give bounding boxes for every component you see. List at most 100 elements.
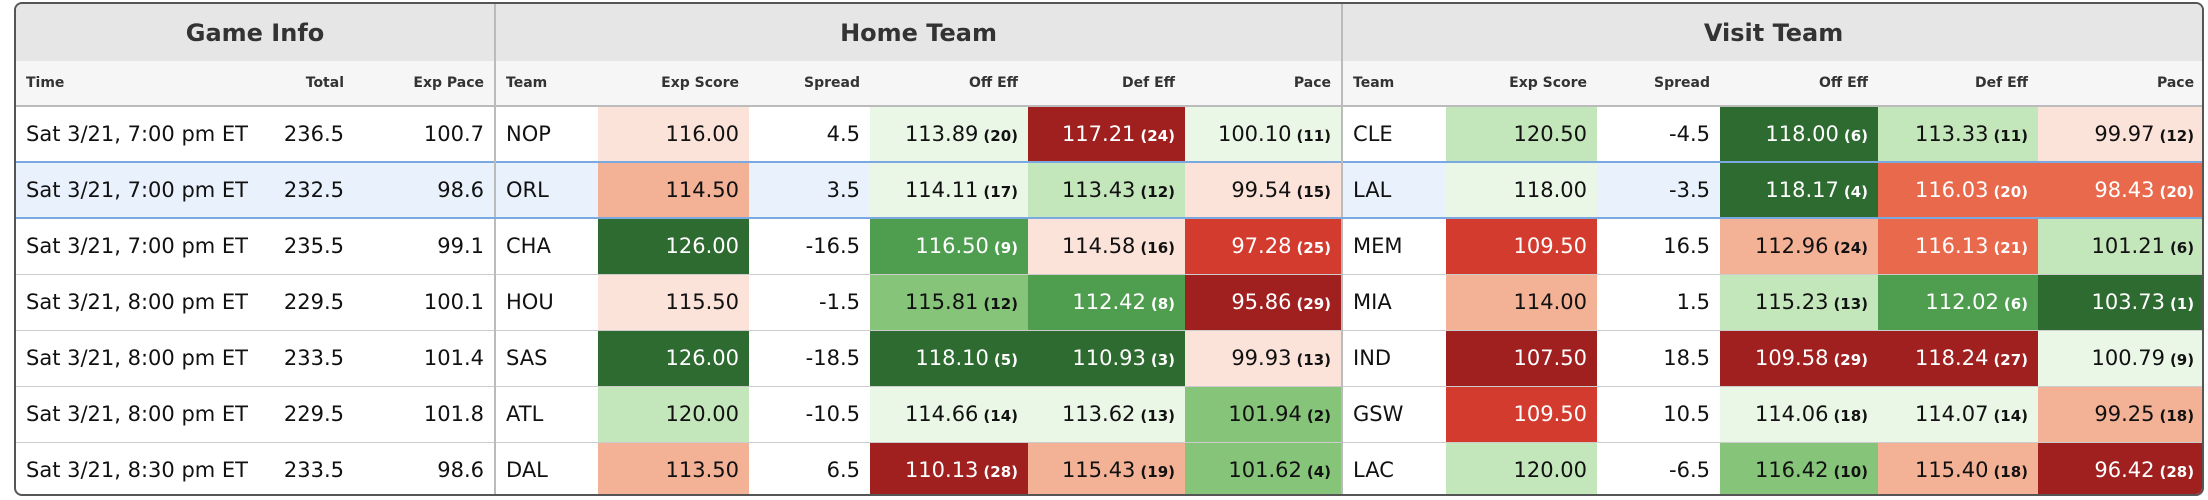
- cell-value: 114.66: [904, 402, 979, 426]
- cell: 117.21 (24): [1028, 106, 1186, 163]
- cell-value: 110.93: [1072, 346, 1146, 370]
- cell: MEM: [1341, 218, 1447, 275]
- cell-value: 112.96: [1754, 234, 1829, 259]
- cell-value: 114.50: [665, 178, 740, 202]
- cell: 116.42 (10): [1720, 442, 1879, 494]
- cell-value: 115.40: [1914, 458, 1989, 482]
- cell: 1.5: [1597, 274, 1721, 331]
- rank: (29): [1296, 295, 1332, 313]
- cell: Sat 3/21, 7:00 pm ET: [16, 106, 252, 163]
- rank: (9): [993, 239, 1019, 258]
- cell: -6.5: [1597, 442, 1721, 494]
- cell: IND: [1341, 330, 1447, 387]
- rank: (13): [1140, 407, 1176, 425]
- cell-value: 101.21: [2091, 234, 2165, 259]
- cell: -18.5: [749, 330, 871, 387]
- cell: 115.43 (19): [1028, 442, 1186, 494]
- cell: 99.97 (12): [2038, 106, 2202, 163]
- cell: SAS: [494, 330, 599, 387]
- rank: (4): [1843, 183, 1869, 201]
- cell: 114.06 (18): [1720, 386, 1879, 443]
- cell: 18.5: [1597, 330, 1721, 387]
- cell: Sat 3/21, 7:00 pm ET: [16, 161, 252, 219]
- rank: (10): [1833, 463, 1869, 481]
- cell-value: 100.79: [2091, 346, 2165, 370]
- rank: (18): [2159, 407, 2195, 425]
- cell: 99.93 (13): [1185, 330, 1343, 387]
- cell-value: 126.00: [665, 346, 740, 370]
- cell: 113.43 (12): [1028, 161, 1186, 219]
- cell: 109.50: [1446, 218, 1598, 275]
- rank: (5): [993, 351, 1019, 369]
- column-header: Spread: [749, 61, 871, 107]
- rank: (2): [1306, 407, 1332, 425]
- cell: 4.5: [749, 106, 871, 163]
- column-header: Team: [494, 61, 599, 107]
- cell-value: 118.00: [1513, 178, 1588, 202]
- group-header: Home Team: [494, 4, 1343, 61]
- cell: 113.62 (13): [1028, 386, 1186, 443]
- cell-value: 116.50: [915, 234, 989, 259]
- column-header: Exp Score: [598, 61, 750, 107]
- cell: 118.00 (6): [1720, 106, 1879, 163]
- cell: 109.58 (29): [1720, 330, 1879, 387]
- game-table: Game Info Home Team Visit Team Time Total Exp…: [14, 2, 2204, 496]
- cell: 114.50: [598, 161, 750, 219]
- cell: 235.5: [252, 218, 354, 275]
- rank: (11): [1993, 127, 2029, 145]
- cell: NOP: [494, 106, 599, 163]
- cell: LAL: [1341, 161, 1447, 219]
- cell: 107.50: [1446, 330, 1598, 387]
- game-row: Sat 3/21, 8:30 pm ET 233.5 98.6 DAL 113.50 6.…: [16, 442, 2202, 494]
- rank: (21): [1993, 239, 2029, 258]
- cell: Sat 3/21, 8:00 pm ET: [16, 386, 252, 443]
- table: Game Info Home Team Visit Team Time Total Exp…: [16, 4, 2202, 494]
- rank: (9): [2169, 351, 2195, 369]
- cell: 112.96 (24): [1720, 218, 1879, 275]
- cell-value: 101.94: [1228, 402, 1302, 426]
- game-row: Sat 3/21, 7:00 pm ET 236.5 100.7 NOP 116.00 4…: [16, 106, 2202, 163]
- cell-value: 95.86: [1231, 290, 1292, 314]
- cell: 100.79 (9): [2038, 330, 2202, 387]
- cell: 114.66 (14): [870, 386, 1029, 443]
- cell-value: 99.25: [2094, 402, 2155, 426]
- cell: 98.6: [354, 161, 496, 219]
- rank: (20): [983, 127, 1019, 145]
- rank: (28): [983, 463, 1019, 481]
- rank: (1): [2169, 295, 2195, 313]
- cell: 101.94 (2): [1185, 386, 1343, 443]
- cell: 118.24 (27): [1878, 330, 2039, 387]
- rank: (14): [983, 407, 1019, 425]
- cell: 229.5: [252, 386, 354, 443]
- game-row: Sat 3/21, 7:00 pm ET 232.5 98.6 ORL 114.50 3.…: [16, 161, 2202, 219]
- cell: ATL: [494, 386, 599, 443]
- group-header: Visit Team: [1341, 4, 2202, 61]
- cell: -10.5: [749, 386, 871, 443]
- rank: (12): [2159, 127, 2195, 145]
- rank: (20): [2159, 183, 2195, 201]
- cell: DAL: [494, 442, 599, 494]
- cell: 113.33 (11): [1878, 106, 2039, 163]
- group-header-row: Game Info Home Team Visit Team: [16, 4, 2202, 61]
- rank: (16): [1140, 239, 1176, 258]
- cell: 99.1: [354, 218, 496, 275]
- rank: (17): [983, 183, 1019, 201]
- cell: Sat 3/21, 8:00 pm ET: [16, 274, 252, 331]
- cell-value: 110.13: [904, 458, 979, 482]
- cell: 118.00: [1446, 161, 1598, 219]
- rank: (14): [1993, 407, 2029, 425]
- cell: 115.23 (13): [1720, 274, 1879, 331]
- column-header: Time: [16, 61, 252, 107]
- cell: 116.50 (9): [870, 218, 1029, 275]
- cell: 110.13 (28): [870, 442, 1029, 494]
- cell-value: 118.00: [1765, 122, 1839, 146]
- cell-value: 115.50: [665, 290, 740, 314]
- cell: 6.5: [749, 442, 871, 494]
- cell-value: 120.00: [665, 402, 740, 426]
- cell: 103.73 (1): [2038, 274, 2202, 331]
- cell-value: 112.02: [1925, 290, 1999, 314]
- column-header-row: Time Total Exp Pace Team Exp Score Spread Off …: [16, 61, 2202, 107]
- cell: 236.5: [252, 106, 354, 163]
- rank: (6): [2003, 295, 2029, 313]
- cell-value: 100.10: [1217, 122, 1292, 146]
